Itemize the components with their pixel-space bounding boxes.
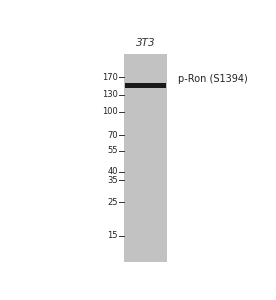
Text: 25: 25 xyxy=(107,198,118,207)
Text: 15: 15 xyxy=(107,231,118,240)
Text: 170: 170 xyxy=(102,73,118,82)
Text: 55: 55 xyxy=(107,146,118,155)
Text: 70: 70 xyxy=(107,130,118,140)
Text: p-Ron (S1394): p-Ron (S1394) xyxy=(178,74,248,84)
Text: 100: 100 xyxy=(102,107,118,116)
Bar xyxy=(124,55,167,262)
Text: 35: 35 xyxy=(107,176,118,185)
Text: 130: 130 xyxy=(102,90,118,99)
Text: 3T3: 3T3 xyxy=(136,38,156,47)
Text: 40: 40 xyxy=(107,167,118,176)
Bar xyxy=(125,83,166,88)
